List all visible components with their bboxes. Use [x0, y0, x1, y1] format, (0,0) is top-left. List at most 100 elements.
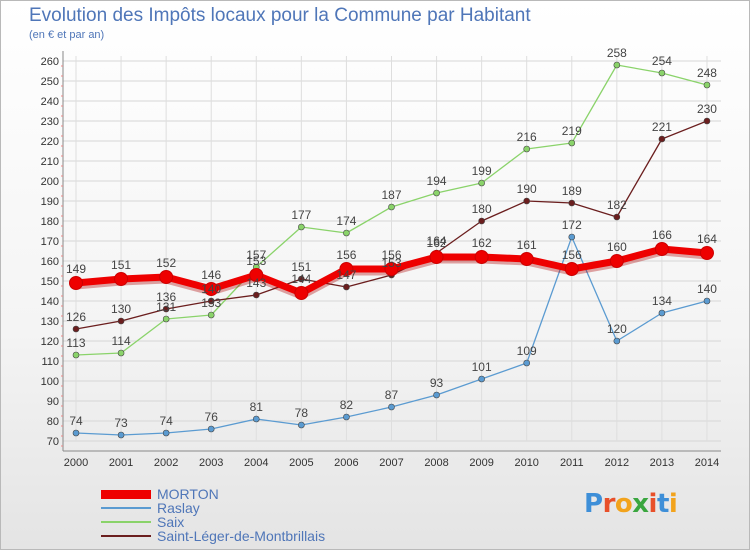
y-tick-label: 100 — [41, 376, 59, 388]
logo-letter: i — [648, 489, 658, 519]
data-label: 254 — [652, 54, 672, 68]
logo-letter: P — [584, 489, 603, 519]
data-point — [568, 139, 576, 147]
legend-swatch — [101, 521, 151, 523]
data-label: 199 — [472, 164, 492, 178]
data-label: 136 — [156, 290, 176, 304]
chart-title: Evolution des Impôts locaux pour la Comm… — [29, 5, 531, 26]
logo-letter: x — [632, 489, 649, 519]
data-label: 76 — [205, 410, 219, 424]
data-point — [72, 325, 80, 333]
chart-subtitle: (en € et par an) — [29, 29, 105, 41]
data-point — [519, 252, 534, 266]
data-point — [613, 61, 621, 69]
data-point — [69, 276, 83, 290]
data-label: 189 — [562, 184, 582, 198]
legend-item: Raslay — [101, 501, 325, 515]
data-label: 73 — [114, 416, 128, 430]
y-tick-label: 240 — [41, 96, 59, 108]
data-label: 248 — [697, 66, 717, 80]
data-label: 187 — [381, 188, 401, 202]
x-tick-label: 2007 — [379, 457, 403, 469]
data-point — [658, 69, 666, 77]
y-tick-label: 70 — [47, 436, 59, 448]
data-point — [343, 283, 350, 291]
data-label: 147 — [336, 268, 356, 282]
y-tick-label: 110 — [41, 356, 59, 368]
legend-label: Saint-Léger-de-Montbrillais — [157, 528, 326, 544]
data-point — [699, 246, 714, 260]
legend-item: MORTON — [101, 487, 325, 501]
data-label: 162 — [472, 236, 492, 250]
data-label: 140 — [201, 282, 221, 296]
data-point — [162, 315, 170, 323]
data-label: 152 — [156, 256, 176, 270]
data-label: 153 — [381, 256, 401, 270]
data-point — [159, 270, 174, 284]
x-tick-label: 2006 — [334, 457, 358, 469]
y-tick-label: 180 — [41, 216, 59, 228]
x-tick-label: 2012 — [605, 457, 629, 469]
logo-letter: r — [602, 489, 616, 519]
x-tick-label: 2001 — [109, 457, 133, 469]
data-label: 157 — [246, 248, 266, 262]
y-tick-label: 140 — [41, 296, 59, 308]
data-label: 74 — [159, 414, 173, 428]
data-label: 114 — [111, 334, 130, 348]
data-label: 164 — [697, 232, 717, 246]
data-point — [343, 229, 350, 237]
chart-legend: MORTON Raslay Saix Saint-Léger-de-Montbrill… — [101, 487, 325, 543]
data-label: 101 — [472, 360, 492, 374]
data-point — [613, 213, 621, 221]
data-label: 221 — [652, 120, 672, 134]
y-tick-label: 200 — [41, 176, 59, 188]
data-label: 146 — [201, 268, 221, 282]
y-tick-label: 190 — [41, 196, 59, 208]
data-label: 177 — [291, 208, 311, 222]
data-point — [433, 391, 440, 399]
data-point — [703, 81, 711, 89]
data-point — [478, 217, 485, 225]
data-label: 156 — [336, 248, 356, 262]
legend-item: Saix — [101, 515, 325, 529]
legend-swatch — [101, 535, 151, 537]
data-point — [117, 317, 125, 325]
data-point — [703, 297, 711, 305]
data-point — [388, 203, 395, 211]
data-label: 109 — [517, 344, 537, 358]
data-point — [433, 189, 440, 197]
legend-label: Saix — [157, 514, 185, 530]
x-tick-label: 2014 — [695, 457, 719, 469]
data-point — [204, 282, 219, 296]
data-point — [298, 223, 305, 231]
legend-label: Raslay — [157, 500, 200, 516]
y-tick-label: 150 — [41, 276, 59, 288]
data-label: 219 — [562, 124, 582, 138]
data-point — [72, 429, 80, 437]
data-point — [207, 297, 215, 305]
data-label: 216 — [517, 130, 537, 144]
data-label: 166 — [652, 228, 672, 242]
x-tick-label: 2003 — [199, 457, 223, 469]
data-label: 194 — [427, 174, 447, 188]
data-point — [298, 421, 305, 429]
data-label: 182 — [607, 198, 627, 212]
logo-letter: o — [614, 489, 633, 519]
data-label: 82 — [340, 398, 354, 412]
data-label: 190 — [517, 182, 537, 196]
data-point — [388, 403, 395, 411]
data-point — [703, 117, 711, 125]
data-label: 133 — [201, 296, 221, 310]
data-label: 161 — [517, 238, 537, 252]
x-tick-label: 2000 — [64, 457, 88, 469]
x-tick-label: 2013 — [650, 457, 674, 469]
data-label: 113 — [66, 336, 85, 350]
data-point — [114, 272, 129, 286]
data-label: 131 — [156, 300, 176, 314]
data-label: 130 — [111, 302, 131, 316]
data-label: 149 — [66, 262, 86, 276]
data-label: 120 — [607, 322, 627, 336]
y-tick-label: 120 — [41, 336, 59, 348]
data-point — [523, 145, 531, 153]
data-point — [568, 233, 576, 241]
